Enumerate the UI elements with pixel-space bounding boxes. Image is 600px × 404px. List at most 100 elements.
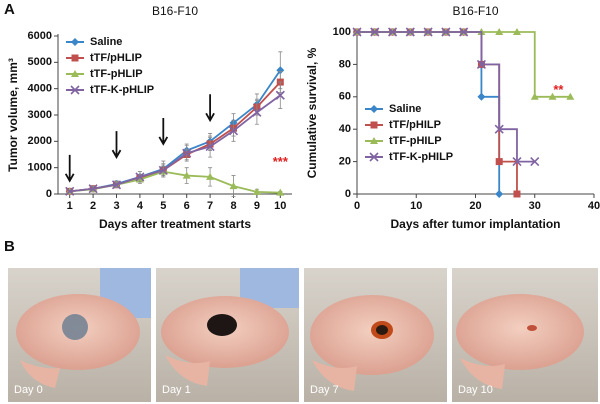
series-line <box>69 94 281 193</box>
y-tick-label: 6000 <box>28 30 52 42</box>
marker <box>88 184 98 194</box>
marker <box>135 172 145 182</box>
step-segment <box>516 31 536 97</box>
x-tick-label: 7 <box>207 200 213 212</box>
chart-title: B16-F10 <box>452 4 498 18</box>
x-tick-label: 30 <box>529 200 541 212</box>
x-tick-label: 10 <box>410 200 422 212</box>
annotation: *** <box>273 154 289 169</box>
photo: Day 1 <box>156 268 299 402</box>
annotation: ** <box>553 82 564 97</box>
marker <box>370 27 380 37</box>
marker <box>370 105 378 113</box>
photo-label: Day 10 <box>458 384 493 396</box>
x-tick-label: 3 <box>113 200 119 212</box>
panel-label: B <box>4 238 15 255</box>
y-tick-label: 20 <box>339 156 351 168</box>
marker <box>71 54 79 62</box>
y-tick-label: 60 <box>339 91 351 103</box>
legend-label: tTF-K-pHLIP <box>90 84 154 96</box>
step-segment <box>499 128 518 162</box>
y-axis-label: Cumulative survival, % <box>305 47 319 178</box>
legend-label: tTF-K-pHILP <box>389 151 453 163</box>
photo: Day 0 <box>8 268 151 402</box>
marker <box>370 121 378 129</box>
y-tick-label: 40 <box>339 123 351 135</box>
x-axis-label: Days after tumor implantation <box>390 217 560 231</box>
x-tick-label: 4 <box>137 200 144 212</box>
step-segment <box>481 95 501 194</box>
series-line <box>69 81 281 193</box>
legend-label: tTF-pHILP <box>389 135 442 147</box>
legend-label: tTF/pHLIP <box>90 52 142 64</box>
marker <box>111 180 122 190</box>
marker <box>65 186 75 196</box>
marker <box>182 148 192 158</box>
marker <box>369 152 379 162</box>
y-tick-label: 2000 <box>28 135 52 147</box>
photo-row: Day 0 Day 1 Day 7 Day 10 <box>8 268 598 402</box>
marker <box>548 92 557 100</box>
x-tick-label: 40 <box>588 200 600 212</box>
x-tick-label: 2 <box>90 200 96 212</box>
marker <box>252 187 261 195</box>
x-tick-label: 8 <box>230 200 236 212</box>
marker <box>476 59 486 69</box>
y-tick-label: 80 <box>339 58 351 70</box>
marker <box>495 28 504 35</box>
legend-label: Saline <box>389 103 421 115</box>
marker <box>513 190 521 198</box>
marker <box>276 188 285 196</box>
marker <box>182 171 191 179</box>
marker <box>70 85 80 95</box>
marker <box>229 182 238 190</box>
marker <box>405 27 415 37</box>
y-tick-label: 100 <box>333 26 351 38</box>
x-axis-label: Days after treatment starts <box>99 217 251 231</box>
marker <box>495 158 503 166</box>
photo: Day 10 <box>452 268 598 402</box>
marker <box>477 92 486 101</box>
marker <box>275 90 285 100</box>
y-tick-label: 4000 <box>28 83 52 95</box>
marker <box>205 142 215 152</box>
marker <box>423 27 433 37</box>
marker <box>71 38 79 46</box>
y-tick-label: 0 <box>345 188 351 200</box>
step-segment <box>463 31 483 65</box>
legend-label: Saline <box>90 36 122 48</box>
y-tick-label: 5000 <box>28 56 52 68</box>
panel-label: A <box>4 1 15 18</box>
marker <box>276 66 285 75</box>
legend-label: tTF/pHILP <box>389 119 441 131</box>
marker <box>441 27 451 37</box>
marker <box>530 157 540 167</box>
marker <box>530 92 539 100</box>
marker <box>71 70 79 77</box>
photo-label: Day 7 <box>310 384 339 396</box>
marker <box>352 27 362 37</box>
marker <box>252 107 262 117</box>
step-segment <box>481 63 501 162</box>
x-tick-label: 5 <box>160 200 166 212</box>
x-tick-label: 0 <box>354 200 360 212</box>
marker <box>206 172 215 180</box>
step-segment <box>481 63 501 130</box>
y-tick-label: 0 <box>46 188 52 200</box>
x-tick-label: 1 <box>67 200 73 212</box>
marker <box>512 28 521 35</box>
marker <box>370 137 378 144</box>
y-tick-label: 3000 <box>28 109 52 121</box>
step-segment <box>463 31 483 65</box>
arrow <box>111 131 122 159</box>
x-tick-label: 10 <box>274 200 286 212</box>
legend-label: tTF-pHLIP <box>90 68 143 80</box>
marker <box>512 157 522 167</box>
photo: Day 7 <box>304 268 447 402</box>
x-tick-label: 9 <box>254 200 260 212</box>
marker <box>387 27 398 37</box>
series-line <box>69 170 281 194</box>
y-axis-label: Tumor volume, mm³ <box>6 58 20 172</box>
arrow <box>205 94 215 123</box>
